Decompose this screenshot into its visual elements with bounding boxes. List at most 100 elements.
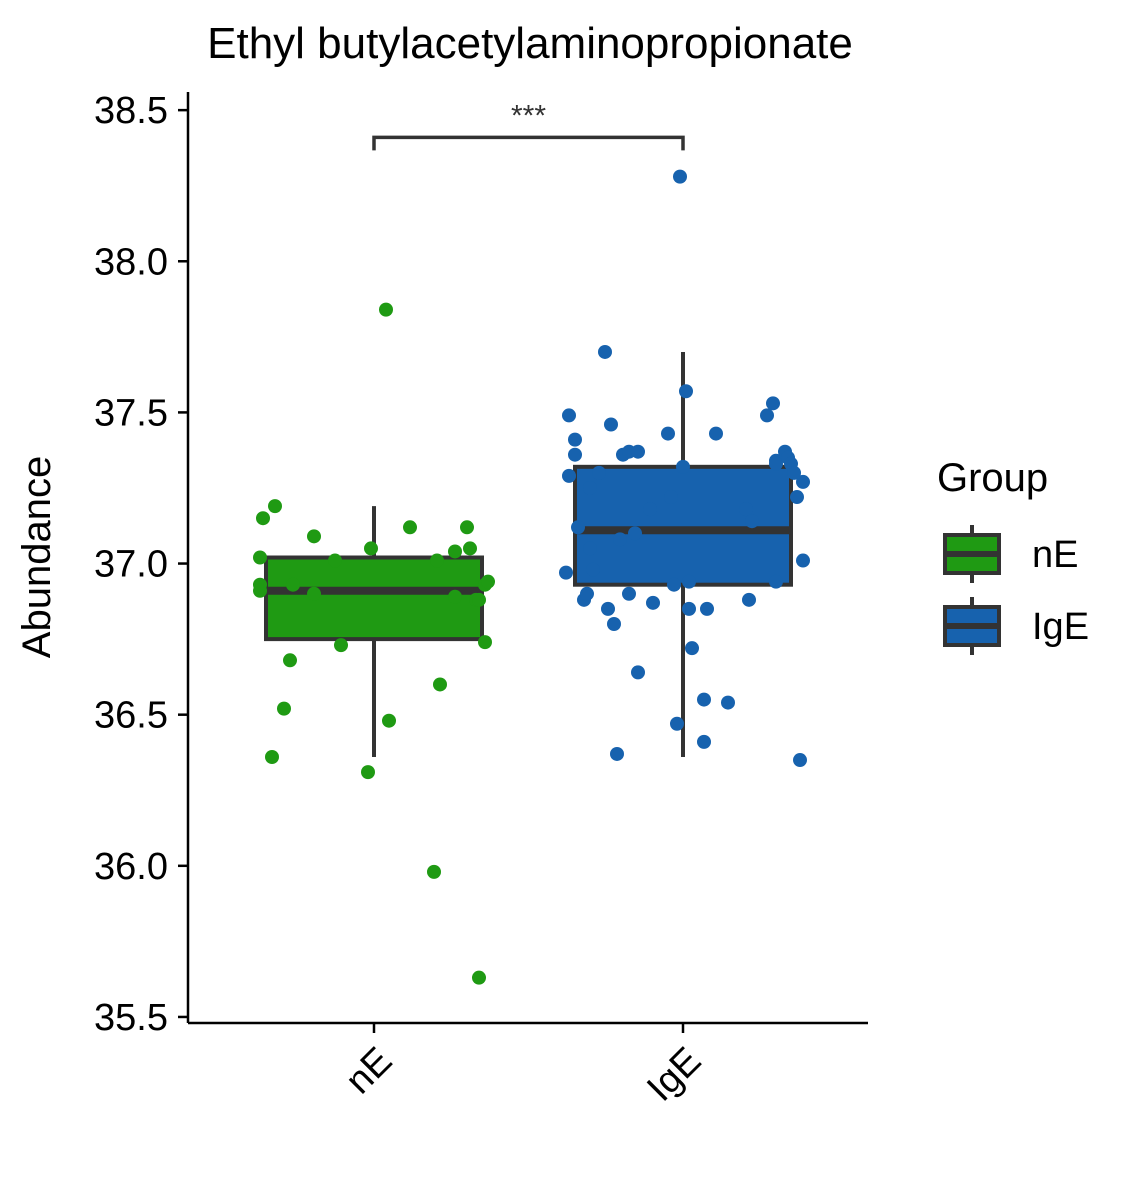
- data-point: [622, 586, 636, 601]
- data-point: [796, 474, 810, 489]
- x-tick-label: IgE: [639, 1040, 709, 1110]
- data-point: [307, 529, 321, 544]
- data-points: [253, 169, 810, 985]
- data-point: [286, 577, 300, 592]
- data-point: [769, 574, 783, 589]
- data-point: [334, 638, 348, 653]
- data-point: [670, 716, 684, 731]
- legend: Group nE IgE: [937, 456, 1089, 655]
- legend-key-nE: [943, 525, 1001, 583]
- x-tick-label: nE: [338, 1040, 401, 1103]
- data-point: [307, 586, 321, 601]
- data-point: [379, 302, 393, 317]
- data-point: [253, 583, 267, 598]
- data-point: [739, 502, 753, 517]
- significance-line: [372, 135, 685, 151]
- data-point: [562, 468, 576, 483]
- data-point: [253, 550, 267, 565]
- data-point: [685, 641, 699, 656]
- data-point: [460, 520, 474, 535]
- data-point: [601, 601, 615, 616]
- y-tick-label: 35.5: [94, 997, 168, 1039]
- data-point: [760, 408, 774, 423]
- data-point: [364, 541, 378, 556]
- y-axis-title: Abundance: [15, 456, 59, 658]
- data-point: [568, 432, 582, 447]
- data-point: [796, 553, 810, 568]
- data-point: [790, 490, 804, 505]
- boxplots: [264, 351, 793, 757]
- data-point: [382, 713, 396, 728]
- data-point: [673, 169, 687, 184]
- y-tick-label: 38.0: [94, 241, 168, 283]
- y-axis-ticks: 35.5 36.0 36.5 37.0 37.5 38.0 38.5: [94, 90, 188, 1039]
- data-point: [472, 592, 486, 607]
- data-point: [613, 532, 627, 547]
- data-point: [643, 502, 657, 517]
- data-point: [568, 447, 582, 462]
- legend-title: Group: [937, 456, 1048, 500]
- y-tick-label: 38.5: [94, 90, 168, 132]
- data-point: [769, 456, 783, 471]
- data-point: [742, 592, 756, 607]
- data-point: [283, 653, 297, 668]
- data-point: [463, 541, 477, 556]
- data-point: [664, 490, 678, 505]
- significance-label: ***: [511, 99, 546, 132]
- data-point: [745, 514, 759, 529]
- data-point: [766, 396, 780, 411]
- data-point: [697, 692, 711, 707]
- data-point: [571, 520, 585, 535]
- data-point: [646, 595, 660, 610]
- y-tick-label: 37.5: [94, 392, 168, 434]
- data-point: [604, 417, 618, 432]
- data-point: [721, 695, 735, 710]
- data-point: [427, 864, 441, 879]
- data-point: [628, 526, 642, 541]
- data-point: [277, 701, 291, 716]
- y-tick-label: 37.0: [94, 544, 168, 586]
- box-IgE: [573, 464, 793, 587]
- data-point: [403, 520, 417, 535]
- data-point: [448, 589, 462, 604]
- data-point: [328, 553, 342, 568]
- data-point: [598, 344, 612, 359]
- data-point: [682, 601, 696, 616]
- data-point: [580, 586, 594, 601]
- y-tick-label: 36.5: [94, 695, 168, 737]
- legend-key-IgE: [943, 597, 1001, 655]
- legend-label-nE: nE: [1032, 534, 1078, 576]
- data-point: [472, 970, 486, 985]
- data-point: [787, 465, 801, 480]
- data-point: [586, 562, 600, 577]
- data-point: [676, 459, 690, 474]
- data-point: [709, 426, 723, 441]
- data-point: [793, 753, 807, 768]
- data-point: [268, 499, 282, 514]
- data-point: [682, 574, 696, 589]
- data-point: [697, 734, 711, 749]
- data-point: [583, 480, 597, 495]
- data-point: [583, 541, 597, 556]
- data-point: [679, 384, 693, 399]
- legend-label-IgE: IgE: [1032, 606, 1089, 648]
- data-point: [592, 465, 606, 480]
- data-point: [631, 665, 645, 680]
- data-point: [700, 601, 714, 616]
- data-point: [559, 565, 573, 580]
- data-point: [610, 746, 624, 761]
- data-point: [478, 635, 492, 650]
- data-point: [361, 765, 375, 780]
- data-point: [448, 544, 462, 559]
- data-point: [265, 750, 279, 764]
- data-point: [256, 511, 270, 526]
- data-point: [430, 553, 444, 568]
- chart-title: Ethyl butylacetylaminopropionate: [207, 19, 853, 68]
- data-point: [667, 577, 681, 592]
- data-point: [631, 444, 645, 459]
- data-point: [661, 426, 675, 441]
- data-point: [481, 574, 495, 589]
- data-point: [433, 677, 447, 692]
- data-point: [607, 617, 621, 631]
